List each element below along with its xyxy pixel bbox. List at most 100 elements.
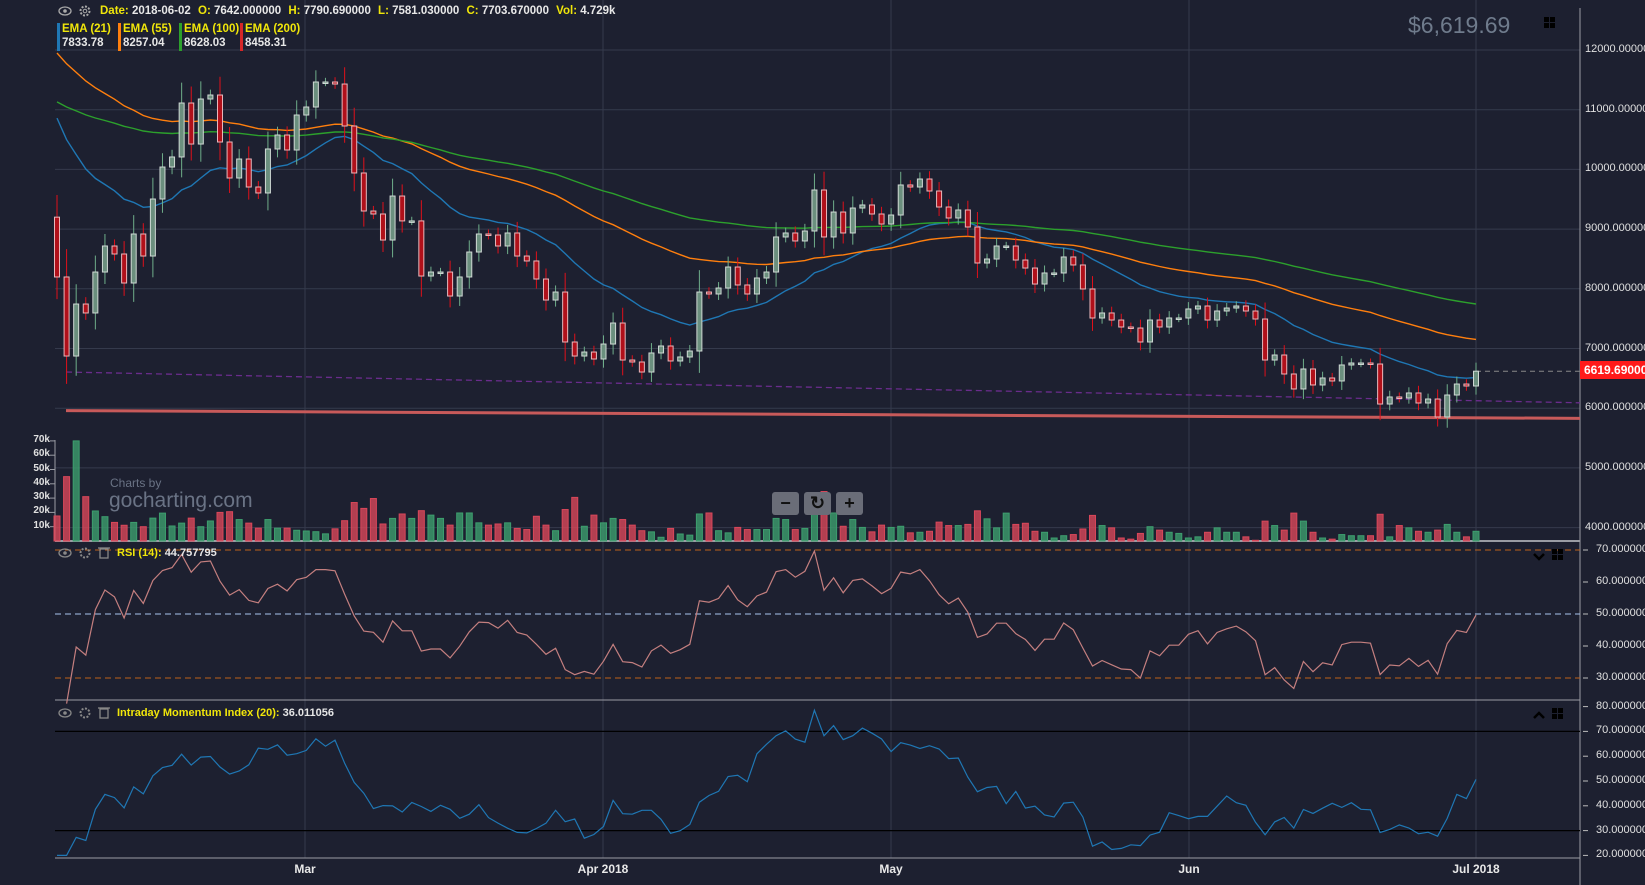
rsi-gear-icon[interactable] — [78, 546, 92, 560]
ema-200-legend[interactable]: EMA (200) 8458.31 — [240, 22, 300, 51]
candle — [111, 239, 118, 261]
volume-bar — [1424, 531, 1432, 542]
candle — [677, 351, 684, 367]
candle — [1262, 302, 1269, 377]
imi-axis-label: 60.000000 — [1596, 749, 1645, 762]
candle-body — [888, 214, 895, 225]
candle-body — [658, 345, 665, 354]
eye-icon[interactable] — [58, 5, 72, 17]
candle-body — [149, 198, 156, 257]
candle — [1079, 253, 1086, 301]
imi-axis-label: 20.000000 — [1596, 848, 1645, 861]
ema-21-label: EMA (21) — [62, 23, 111, 35]
candle — [255, 181, 262, 199]
volume-bar — [1213, 527, 1221, 542]
ema-100-legend[interactable]: EMA (100) 8628.03 — [179, 22, 239, 51]
candle-body — [830, 211, 837, 238]
volume-bar — [1319, 537, 1327, 542]
candle-body — [1012, 245, 1019, 261]
candle — [523, 250, 530, 267]
imi-gear-icon[interactable] — [78, 706, 92, 720]
rsi-axis-label: 60.000000 — [1596, 575, 1645, 587]
x-axis-label: Mar — [294, 862, 316, 876]
candle — [236, 149, 243, 188]
candle-body — [1031, 267, 1038, 285]
volume-bar — [1386, 536, 1394, 542]
candles — [54, 67, 1479, 428]
candle-body — [945, 206, 952, 219]
candle — [897, 171, 904, 229]
candle — [859, 199, 866, 214]
candle — [1386, 390, 1393, 411]
candle — [379, 202, 386, 253]
gear-icon[interactable] — [78, 4, 92, 18]
candle-body — [332, 81, 339, 85]
volume-bar — [1079, 528, 1087, 542]
volume-bar — [1012, 523, 1020, 542]
dashed-trendline — [65, 371, 1581, 404]
candle-body — [725, 266, 732, 289]
candle — [1444, 384, 1451, 428]
reset-zoom-button[interactable]: ↻ — [804, 492, 831, 515]
volume-label: Vol: — [556, 5, 578, 17]
candle — [149, 177, 156, 278]
candle — [178, 82, 185, 178]
candle — [1166, 311, 1173, 334]
candle — [1089, 276, 1096, 331]
imi-layout-grid-icon[interactable] — [1552, 708, 1563, 719]
imi-eye-icon[interactable] — [58, 707, 72, 719]
candle — [1031, 259, 1038, 294]
rsi-trash-icon[interactable] — [98, 546, 110, 559]
layout-grid-icon[interactable] — [1544, 17, 1555, 28]
volume-bar — [168, 525, 176, 542]
rsi-layout-grid-icon[interactable] — [1552, 549, 1563, 560]
candle — [284, 126, 291, 159]
volume-axis-label: 30k — [33, 491, 50, 503]
ema-55-legend[interactable]: EMA (55) 8257.04 — [118, 22, 172, 51]
ema-100-line — [56, 101, 1477, 305]
candle-body — [1194, 305, 1201, 310]
candle-body — [1434, 398, 1441, 418]
candle — [351, 107, 358, 192]
volume-bar — [63, 476, 71, 542]
high-value: 7790.690000 — [303, 5, 371, 17]
candle-body — [677, 356, 684, 362]
candle-body — [715, 287, 722, 295]
volume-bar — [494, 523, 502, 542]
zoom-out-button[interactable]: − — [772, 492, 799, 515]
volume-bar — [830, 512, 838, 542]
candle — [1041, 265, 1048, 292]
zoom-in-button[interactable]: + — [836, 492, 863, 515]
volume-bar — [302, 530, 310, 542]
volume-bar — [743, 529, 751, 542]
volume-bar — [1443, 523, 1451, 542]
rsi-eye-icon[interactable] — [58, 547, 72, 559]
volume-bar — [1204, 531, 1212, 542]
close-label: C: — [466, 5, 479, 17]
support-trendline — [65, 409, 1581, 420]
volume-bar — [111, 521, 119, 542]
ema-21-legend[interactable]: EMA (21) 7833.78 — [57, 22, 111, 51]
candle — [447, 260, 454, 308]
reset-icon: ↻ — [809, 493, 826, 513]
volume-bar — [820, 491, 828, 542]
chevron-down-icon[interactable] — [1533, 553, 1545, 561]
candle — [830, 200, 837, 249]
candle-body — [590, 351, 597, 360]
volume-bar — [695, 513, 703, 542]
candle — [667, 337, 674, 370]
price-axis-label: 10000.000000 — [1585, 162, 1645, 175]
chevron-up-icon[interactable] — [1533, 711, 1545, 719]
ema-55-value: 8257.04 — [123, 37, 165, 49]
candle — [964, 200, 971, 237]
candle-body — [926, 178, 933, 192]
volume-axis-label: 10k — [33, 519, 50, 531]
imi-trash-icon[interactable] — [98, 706, 110, 719]
candle — [1396, 392, 1403, 403]
candle-body — [389, 195, 396, 241]
volume-bar — [619, 519, 627, 542]
candle-body — [916, 178, 923, 188]
volume-bar — [331, 528, 339, 542]
open-label: O: — [198, 5, 211, 17]
